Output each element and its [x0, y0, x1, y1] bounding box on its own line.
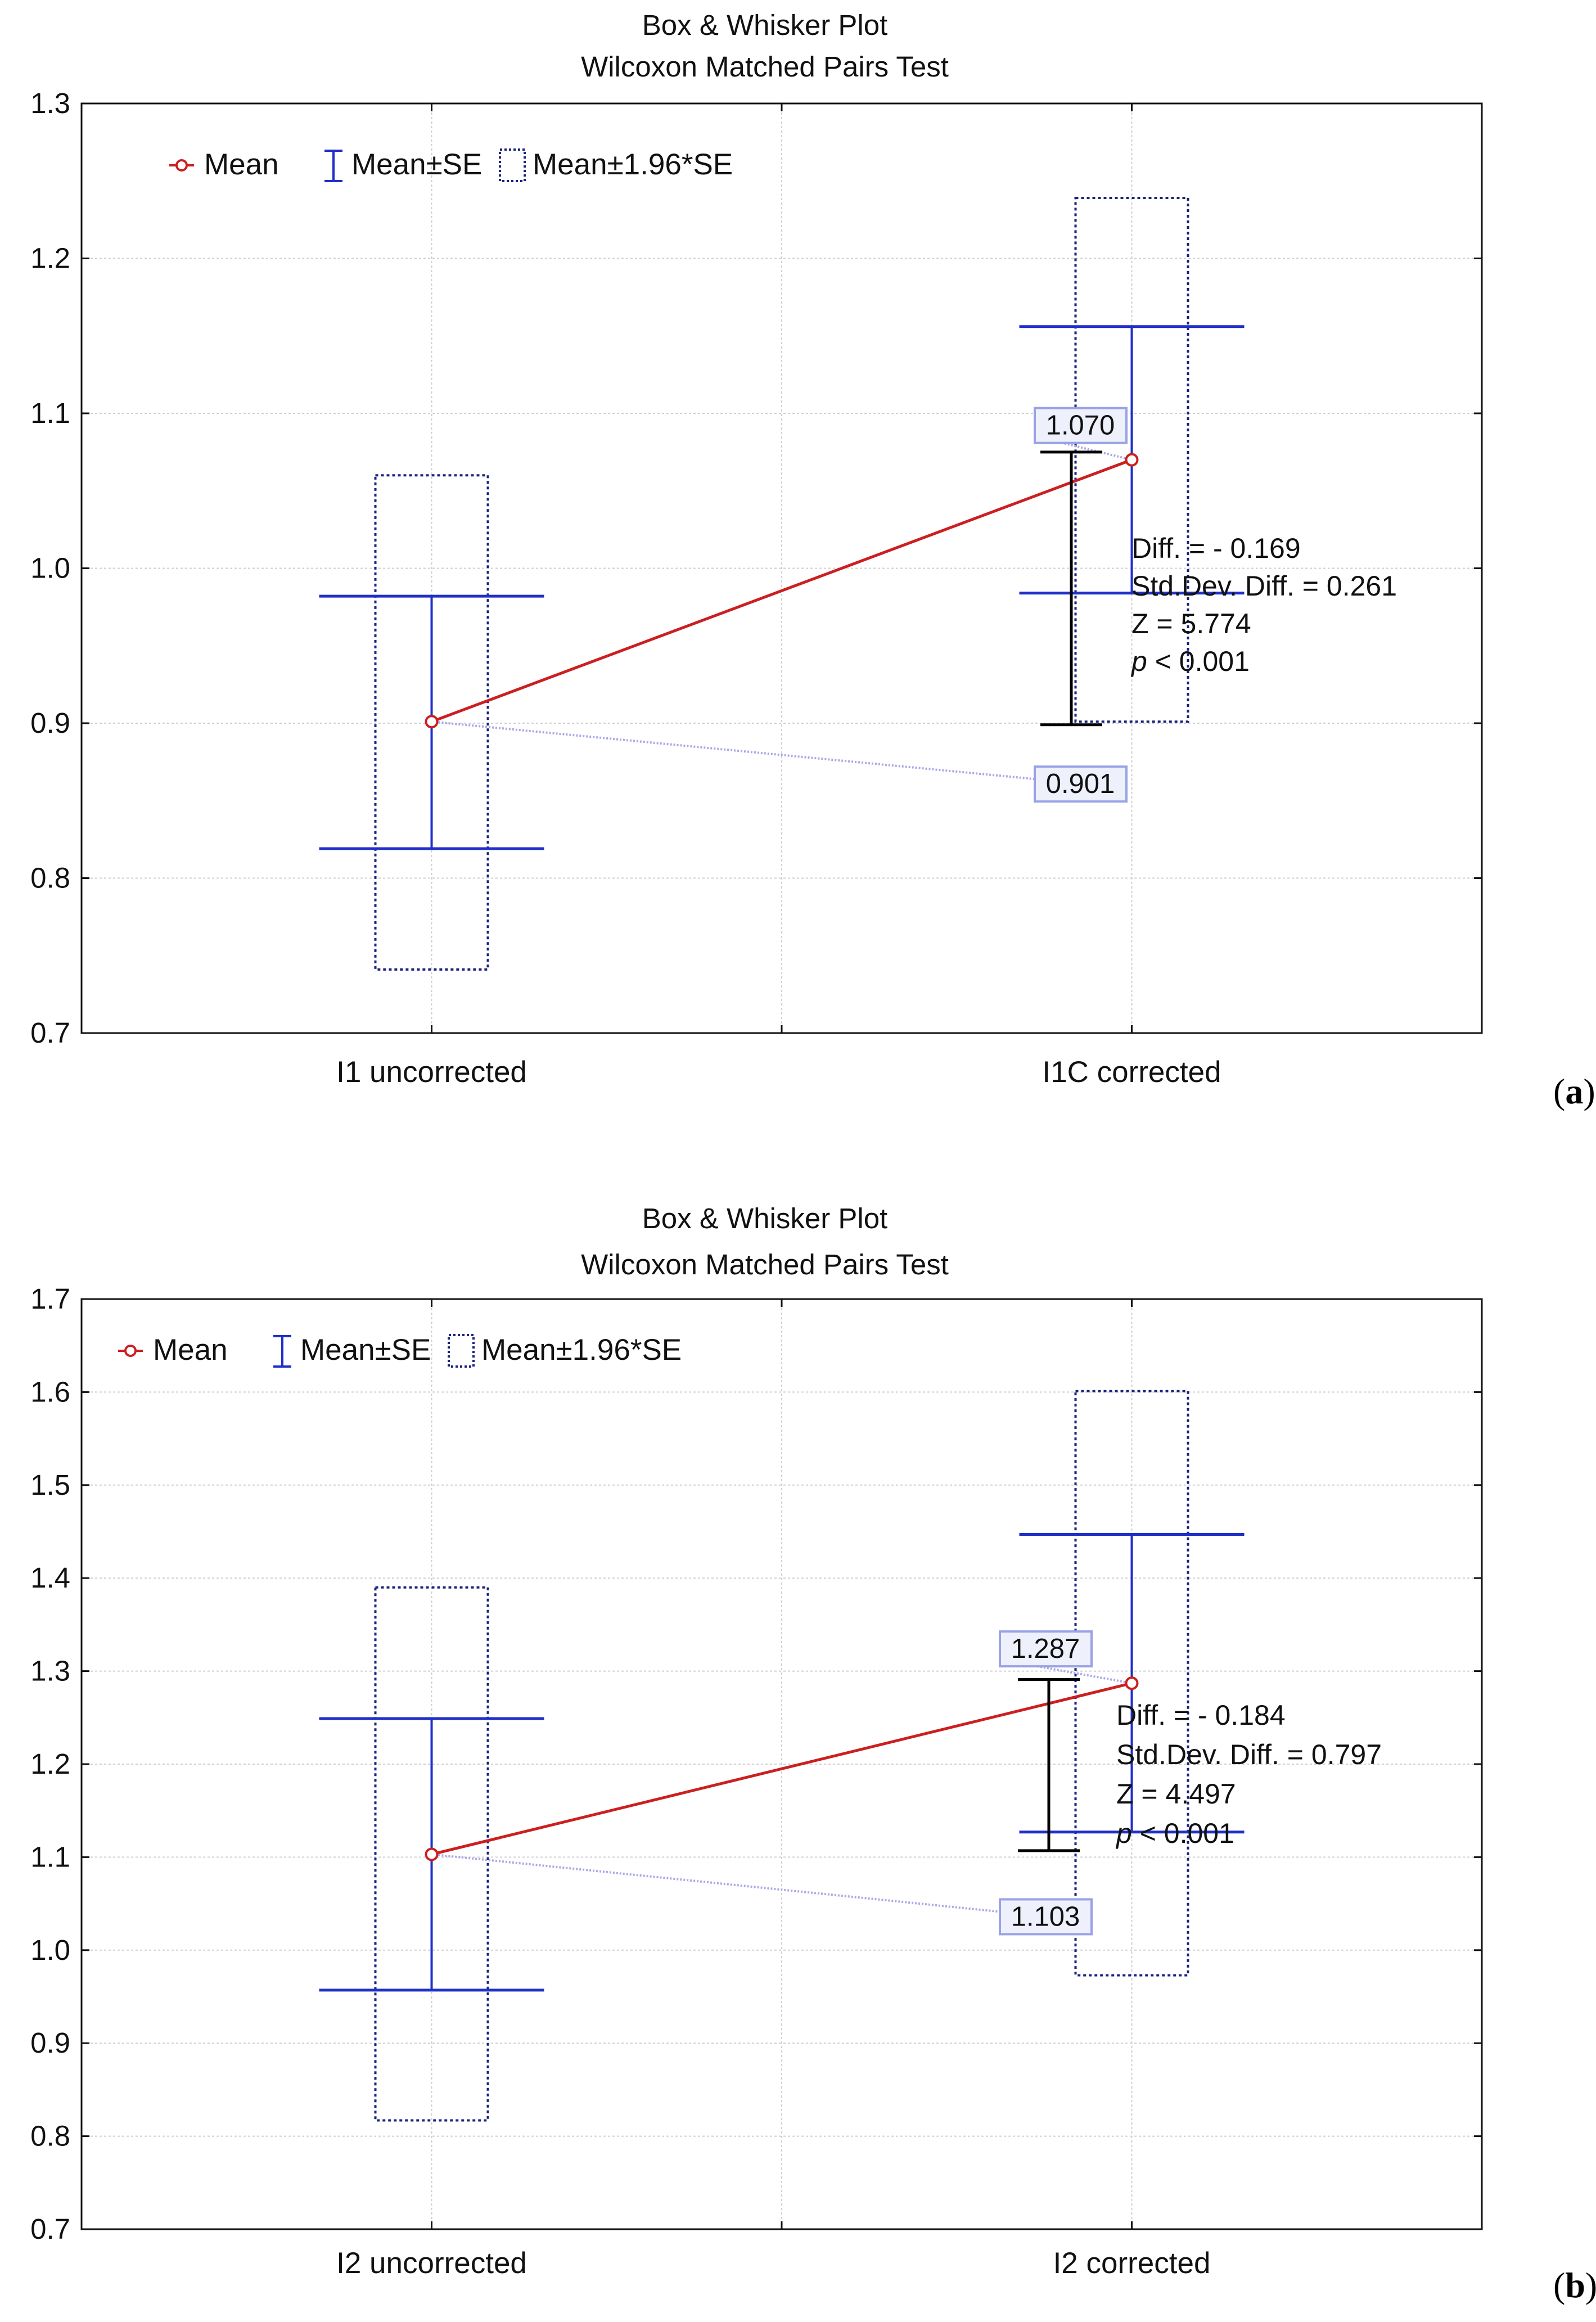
- panel-label: (a): [1553, 1071, 1595, 1111]
- callout-leader: [431, 1853, 1000, 1913]
- y-tick-label: 1.1: [30, 397, 70, 429]
- y-tick-label: 1.1: [30, 1841, 70, 1873]
- panel-label-letter: b: [1565, 2265, 1585, 2305]
- y-tick-label: 1.2: [30, 1748, 70, 1780]
- y-tick-label: 1.2: [30, 242, 70, 274]
- value-callout-label: 0.901: [1046, 769, 1115, 799]
- stat-line: Z = 5.774: [1131, 608, 1251, 639]
- legend: Mean Mean±SE Mean±1.96*SE: [169, 148, 733, 182]
- chart-panel-b: Box & Whisker Plot Wilcoxon Matched Pairs…: [30, 1202, 1596, 2305]
- panel-label-paren: (: [1553, 1071, 1565, 1111]
- mean-marker: [1125, 453, 1139, 467]
- ci-box: [374, 474, 489, 971]
- ci-box: [374, 1586, 489, 2122]
- y-tick-label: 1.6: [30, 1376, 70, 1408]
- stat-line: Std.Dev. Diff. = 0.261: [1131, 570, 1397, 602]
- x-tick-label: I1C corrected: [1042, 1056, 1221, 1089]
- y-tick-label: 0.7: [30, 1017, 70, 1049]
- legend: Mean Mean±SE Mean±1.96*SE: [118, 1333, 682, 1368]
- legend-label-se: Mean±SE: [300, 1333, 431, 1367]
- legend-label-mean: Mean: [204, 148, 279, 181]
- legend-label-ci: Mean±1.96*SE: [481, 1333, 682, 1367]
- legend-label-ci: Mean±1.96*SE: [533, 148, 733, 181]
- panel-label-paren: ): [1583, 1071, 1595, 1111]
- value-callout-box: [1034, 407, 1128, 444]
- stat-line: p < 0.001: [1115, 1818, 1234, 1849]
- mean-marker: [1125, 1676, 1139, 1690]
- value-callout-label: 1.070: [1046, 411, 1115, 441]
- panel-label-letter: a: [1565, 1071, 1583, 1111]
- chart-title: Box & Whisker Plot: [642, 9, 887, 41]
- legend-label-mean: Mean: [153, 1333, 228, 1367]
- panel-label-paren: ): [1585, 2265, 1596, 2305]
- legend-mean-marker: [175, 159, 188, 172]
- mean-line: [431, 458, 1133, 723]
- value-callout-box: [999, 1898, 1093, 1936]
- x-tick-label: I2 corrected: [1053, 2247, 1211, 2280]
- value-callout-label: 1.103: [1011, 1901, 1080, 1932]
- y-tick-label: 1.3: [30, 87, 70, 119]
- y-tick-label: 0.7: [30, 2213, 70, 2245]
- stat-line: p < 0.001: [1130, 646, 1250, 677]
- callout-leader: [431, 720, 1035, 781]
- stat-line: Z = 4.497: [1116, 1778, 1236, 1810]
- value-callout-box: [1034, 765, 1128, 803]
- mean-marker: [425, 1847, 439, 1861]
- p-label: p: [1115, 1818, 1132, 1849]
- chart-panel-a: Box & Whisker Plot Wilcoxon Matched Pairs…: [30, 9, 1595, 1111]
- p-label: p: [1130, 646, 1147, 677]
- chart-subtitle: Wilcoxon Matched Pairs Test: [581, 51, 949, 83]
- value-callout-box: [999, 1630, 1093, 1668]
- ci-box: [1074, 1390, 1189, 1977]
- legend-mean-marker: [124, 1345, 137, 1357]
- y-tick-label: 0.9: [30, 707, 70, 739]
- y-tick-label: 1.3: [30, 1655, 70, 1687]
- p-value: < 0.001: [1132, 1818, 1234, 1849]
- mean-line: [431, 1681, 1133, 1856]
- x-tick-label: I1 uncorrected: [336, 1056, 527, 1089]
- ci-box: [1074, 197, 1189, 723]
- y-tick-label: 1.0: [30, 552, 70, 584]
- legend-ci-box: [448, 1334, 475, 1368]
- legend-ci-box: [499, 148, 526, 182]
- p-value: < 0.001: [1147, 646, 1250, 677]
- legend-label-se: Mean±SE: [351, 148, 482, 181]
- chart-title: Box & Whisker Plot: [642, 1202, 887, 1234]
- y-tick-label: 1.7: [30, 1283, 70, 1315]
- y-tick-label: 1.4: [30, 1562, 70, 1594]
- stat-line: Diff. = - 0.184: [1116, 1699, 1286, 1731]
- y-tick-label: 0.9: [30, 2027, 70, 2059]
- value-callout-label: 1.287: [1011, 1634, 1080, 1664]
- panel-label-paren: (: [1553, 2265, 1565, 2305]
- y-tick-label: 1.5: [30, 1469, 70, 1501]
- panel-label: (b): [1553, 2265, 1596, 2305]
- stat-line: Diff. = - 0.169: [1131, 533, 1301, 564]
- y-tick-label: 1.0: [30, 1934, 70, 1966]
- y-tick-label: 0.8: [30, 862, 70, 894]
- stat-line: Std.Dev. Diff. = 0.797: [1116, 1739, 1382, 1770]
- x-tick-label: I2 uncorrected: [336, 2247, 527, 2280]
- y-tick-label: 0.8: [30, 2120, 70, 2152]
- chart-subtitle: Wilcoxon Matched Pairs Test: [581, 1248, 949, 1281]
- mean-marker: [425, 715, 439, 729]
